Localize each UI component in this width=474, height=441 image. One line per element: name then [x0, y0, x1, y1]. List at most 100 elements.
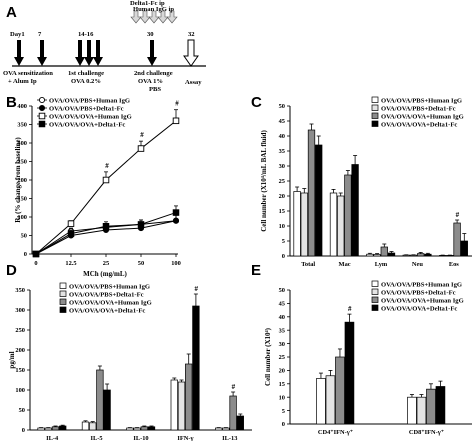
arrow-day15 [84, 40, 94, 66]
chart-c-y-tick-label: 25 [279, 178, 285, 185]
chart-d-legend-swatch [59, 290, 67, 297]
chart-e-legend-swatch [371, 288, 379, 295]
chart-c-legend-label: OVA/OVA/PBS+Human IgG [381, 98, 462, 105]
chart-b-series-4 [32, 205, 180, 258]
chart-b-legend-label: OVA/OVA/PBS+Human IgG [49, 98, 130, 105]
chart-c-y-tick-label: 45 [279, 118, 285, 125]
day-label-7: 7 [38, 31, 42, 38]
assay-arrow [183, 39, 199, 67]
chart-d-bar [126, 427, 134, 431]
chart-e-bar [426, 388, 436, 425]
chart-d-bar [140, 426, 148, 431]
chart-b-point [67, 230, 75, 237]
chart-c-x-tick-label: Lym [375, 261, 388, 268]
day-label-14-16: 14-16 [78, 31, 94, 38]
chart-c-y-tick-label: 0 [282, 253, 285, 260]
timeline-diagram: Day1 7 14-16 30 32 Delta1-Fc ip Human Ig… [3, 0, 206, 93]
chart-c-x-tick-label: Mac [339, 261, 351, 268]
chart-d-bar [147, 426, 156, 431]
chart-b-y-tick-label: 150 [17, 196, 27, 203]
chart-d-annotation: # [232, 383, 236, 391]
chart-e-y-tick-label: 25 [279, 354, 285, 361]
chart-e-legend-label: OVA/OVA/PBS+Human IgG [381, 282, 462, 289]
panel-label-a: A [6, 4, 17, 21]
chart-c-bar [387, 252, 396, 257]
chart-e-legend-label: OVA/OVA/PBS+Delta1-Fc [381, 290, 456, 297]
chart-c-bar [366, 253, 374, 257]
chart-c-bar [315, 144, 323, 257]
chart-e-legend-swatch [371, 304, 379, 311]
chart-b-point [172, 117, 180, 125]
chart-e-bar [435, 386, 446, 425]
chart-d-y-tick-label: 100 [15, 387, 25, 394]
chart-b-series-2 [32, 214, 180, 258]
timeline-day-labels: Day1 7 14-16 30 32 [10, 31, 195, 38]
panel-label-c: C [251, 94, 262, 111]
chart-b-legend-label: OVA/OVA/PBS+Delta1-Fc [49, 106, 124, 113]
chart-e-y-tick-label: 40 [279, 314, 285, 321]
chart-c: 0 5 10 15 20 25 30 35 40 45 50 Total Mac Lym Neu Eos Cel… [260, 96, 472, 268]
chart-b-point [172, 217, 180, 224]
chart-d-legend-swatch [59, 282, 67, 289]
chart-c-y-tick-label: 5 [282, 238, 285, 245]
chart-c-bar [417, 253, 425, 257]
chart-d-y-tick-label: 150 [15, 367, 25, 374]
chart-d-annotation: # [194, 285, 198, 293]
chart-b-y-tick-label: 100 [17, 214, 27, 221]
sens-label-line1: OVA sensitization [3, 70, 53, 77]
chart-b-y-tick-label: 400 [17, 103, 27, 110]
chart-e-y-tick-label: 45 [279, 301, 285, 308]
assay-label: Assay [185, 79, 202, 86]
day-label-1: Day1 [10, 31, 25, 38]
treatment-arrow-2 [139, 10, 151, 24]
ch2-label-line1: 2nd challenge [134, 70, 173, 77]
chart-d-y-tick-label: 0 [22, 427, 25, 434]
chart-b-series-1 [32, 214, 180, 258]
chart-b-point [32, 250, 40, 258]
chart-e-y-tick-label: 10 [279, 394, 285, 401]
chart-e-legend-swatch [371, 280, 379, 287]
chart-e-y-tick-label: 50 [279, 287, 285, 294]
chart-b-annotation: # [140, 131, 144, 139]
treatment-label-line1: Delta1-Fc ip [130, 0, 165, 7]
treatment-arrow-1 [130, 10, 142, 24]
chart-e-bar [416, 396, 427, 425]
chart-b-y-tick-label: 350 [17, 122, 27, 129]
chart-c-legend-label: OVA/OVA/OVA+Delta1-Fc [381, 122, 457, 129]
chart-b-point [137, 221, 145, 228]
chart-b-y-tick-label: 250 [17, 159, 27, 166]
chart-c-ylabel: Cell number (X10⁴/mL BAL fluid) [260, 130, 268, 232]
chart-c-bar [409, 254, 418, 257]
chart-b-annotation: # [105, 162, 109, 170]
chart-c-bar [453, 222, 461, 257]
chart-e-legend-label: OVA/OVA/OVA+Delta1-Fc [381, 306, 457, 313]
chart-c-legend-label: OVA/OVA/PBS+Delta1-Fc [381, 106, 456, 113]
day-label-32: 32 [188, 31, 195, 38]
chart-d-bar [44, 427, 52, 431]
panel-label-e: E [251, 262, 261, 279]
chart-d-y-tick-label: 50 [19, 407, 25, 414]
chart-c-bar [344, 174, 352, 257]
chart-b-legend-marker [38, 96, 46, 104]
arrow-day1 [14, 40, 24, 66]
timeline-arrows [14, 40, 157, 66]
chart-e-x-tick-label: CD4⁺IFN-γ⁺ [318, 429, 353, 436]
chart-e: 0 5 10 15 20 25 30 35 40 45 50 CD4⁺IFN-γ⁺ CD8⁺IFN-γ⁺… [264, 280, 472, 436]
chart-d-x-tick-label: IL-4 [46, 435, 59, 441]
chart-d-x-tick-label: IFN-γ [177, 435, 193, 441]
chart-d-bar [229, 395, 237, 431]
chart-c-y-tick-label: 20 [279, 193, 285, 200]
chart-d-legend-label: OVA/OVA/PBS+Delta1-Fc [69, 292, 144, 299]
chart-d-legend-label: OVA/OVA/PBS+Human IgG [69, 284, 150, 291]
chart-d-bar [192, 305, 200, 431]
chart-d-bar [89, 422, 97, 431]
chart-b-point [102, 176, 110, 184]
chart-e-ylabel: Cell number (X10⁴) [264, 327, 272, 386]
chart-d-bar [170, 379, 178, 431]
panel-label-b: B [6, 94, 17, 111]
chart-d-bar [236, 415, 244, 431]
chart-d-y-tick-label: 200 [15, 347, 25, 354]
chart-c-annotation: # [456, 211, 460, 219]
chart-c-bar [293, 191, 301, 257]
chart-c-y-tick-label: 15 [279, 208, 285, 215]
